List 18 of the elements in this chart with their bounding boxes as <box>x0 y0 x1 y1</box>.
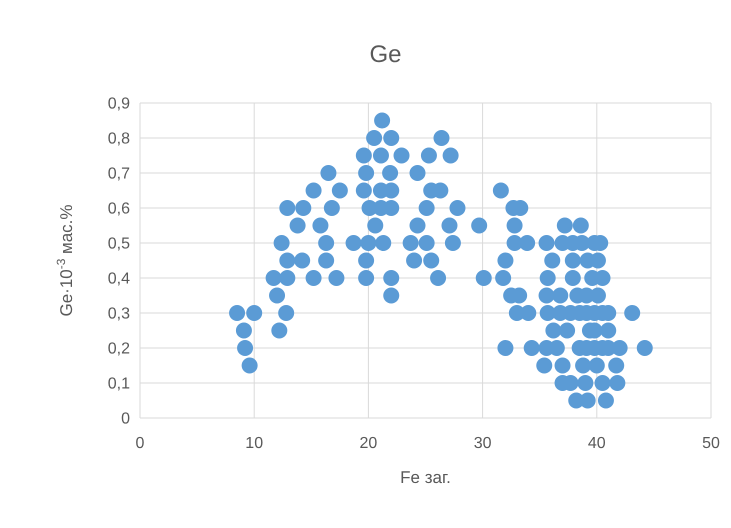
y-tick-label: 0 <box>121 410 130 428</box>
x-tick-label: 30 <box>474 435 492 452</box>
x-tick-label: 40 <box>588 435 606 452</box>
y-tick-label: 0,3 <box>108 306 130 323</box>
x-tick-label: 10 <box>245 435 264 452</box>
y-tick-label: 0,6 <box>108 200 130 218</box>
y-tick-label: 0,9 <box>108 96 130 113</box>
x-tick-label: 20 <box>360 435 378 452</box>
y-tick-label: 0,5 <box>108 236 130 253</box>
y-tick-label: 0,1 <box>108 376 130 393</box>
x-tick-label: 50 <box>702 435 720 452</box>
y-tick-label: 0,4 <box>108 270 130 288</box>
x-tick-label: 0 <box>136 435 145 452</box>
y-tick-label: 0,8 <box>108 130 130 148</box>
y-tick-label: 0,7 <box>108 166 130 183</box>
y-tick-label: 0,2 <box>108 340 130 358</box>
x-axis-title: Fe заг. <box>400 468 451 487</box>
chart-title: Ge <box>369 41 402 68</box>
